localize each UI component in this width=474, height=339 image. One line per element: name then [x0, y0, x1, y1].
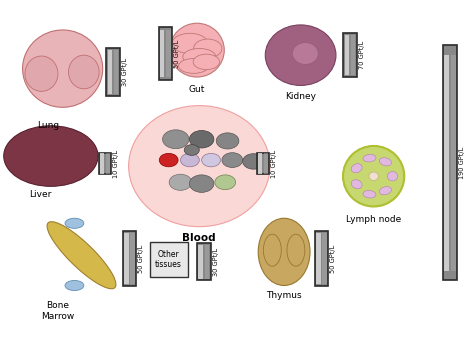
- Bar: [160, 29, 164, 78]
- FancyBboxPatch shape: [257, 153, 269, 174]
- Circle shape: [216, 133, 239, 149]
- Ellipse shape: [65, 280, 84, 291]
- Ellipse shape: [193, 54, 219, 69]
- Ellipse shape: [47, 222, 116, 289]
- Text: Other
tissues: Other tissues: [155, 250, 182, 269]
- FancyBboxPatch shape: [344, 33, 357, 77]
- Circle shape: [184, 145, 199, 155]
- Ellipse shape: [4, 126, 98, 186]
- Text: 50 GPt/L: 50 GPt/L: [138, 244, 144, 273]
- Text: Kidney: Kidney: [285, 92, 316, 101]
- Ellipse shape: [363, 191, 376, 198]
- FancyBboxPatch shape: [107, 48, 119, 96]
- Bar: [316, 233, 321, 284]
- Bar: [258, 153, 262, 174]
- FancyBboxPatch shape: [443, 45, 457, 280]
- Bar: [199, 245, 203, 279]
- Bar: [130, 233, 135, 284]
- FancyBboxPatch shape: [159, 27, 172, 80]
- Ellipse shape: [23, 30, 103, 107]
- Ellipse shape: [363, 155, 376, 162]
- Ellipse shape: [25, 56, 58, 91]
- Circle shape: [222, 153, 243, 167]
- Bar: [264, 153, 268, 174]
- Ellipse shape: [128, 106, 270, 227]
- Bar: [106, 153, 110, 174]
- Bar: [322, 233, 327, 284]
- Bar: [166, 29, 171, 78]
- Text: Bone
Marrow: Bone Marrow: [41, 301, 74, 321]
- Ellipse shape: [264, 234, 281, 266]
- Circle shape: [215, 175, 236, 190]
- Bar: [124, 233, 128, 284]
- Text: 30 GPt/L: 30 GPt/L: [122, 58, 128, 86]
- Text: 50 GPt/L: 50 GPt/L: [174, 39, 180, 67]
- Ellipse shape: [351, 180, 362, 189]
- Ellipse shape: [379, 186, 392, 195]
- Ellipse shape: [183, 48, 216, 65]
- Ellipse shape: [194, 39, 222, 58]
- Text: Liver: Liver: [29, 190, 52, 199]
- Circle shape: [169, 174, 192, 190]
- Bar: [108, 51, 112, 94]
- Ellipse shape: [69, 55, 99, 89]
- Ellipse shape: [379, 158, 392, 166]
- Bar: [351, 35, 356, 75]
- Ellipse shape: [387, 172, 398, 181]
- FancyBboxPatch shape: [315, 231, 328, 286]
- FancyBboxPatch shape: [197, 243, 210, 280]
- Ellipse shape: [265, 25, 336, 85]
- FancyBboxPatch shape: [123, 231, 136, 286]
- Text: Thymus: Thymus: [266, 291, 302, 300]
- Bar: [205, 245, 210, 279]
- Circle shape: [190, 131, 214, 148]
- FancyBboxPatch shape: [99, 153, 111, 174]
- Ellipse shape: [258, 218, 310, 285]
- Ellipse shape: [287, 234, 305, 266]
- Text: Lymph node: Lymph node: [346, 215, 401, 224]
- Circle shape: [181, 153, 199, 167]
- Text: Blood: Blood: [182, 233, 216, 243]
- Text: 10 GPt/L: 10 GPt/L: [113, 149, 118, 178]
- Text: 10 GPt/L: 10 GPt/L: [271, 149, 276, 178]
- Circle shape: [243, 154, 264, 169]
- Ellipse shape: [65, 218, 84, 228]
- Circle shape: [159, 153, 178, 167]
- Text: 50 GPt/L: 50 GPt/L: [330, 244, 337, 273]
- Text: Gut: Gut: [189, 85, 205, 95]
- Ellipse shape: [351, 164, 362, 173]
- Bar: [451, 55, 456, 271]
- Ellipse shape: [172, 33, 208, 54]
- Ellipse shape: [292, 43, 318, 64]
- Bar: [345, 35, 349, 75]
- Circle shape: [163, 130, 189, 149]
- Circle shape: [201, 153, 220, 167]
- Text: Lung: Lung: [37, 121, 60, 130]
- Bar: [114, 51, 118, 94]
- FancyBboxPatch shape: [150, 242, 188, 277]
- Text: 190 GPt/L: 190 GPt/L: [459, 147, 465, 179]
- Bar: [100, 153, 104, 174]
- Circle shape: [190, 175, 214, 192]
- Text: 70 GPt/L: 70 GPt/L: [359, 41, 365, 69]
- Ellipse shape: [343, 146, 404, 206]
- Ellipse shape: [170, 23, 224, 77]
- Ellipse shape: [369, 172, 378, 180]
- Text: 30 GPt/L: 30 GPt/L: [213, 248, 219, 276]
- Ellipse shape: [179, 59, 209, 73]
- Bar: [444, 55, 449, 271]
